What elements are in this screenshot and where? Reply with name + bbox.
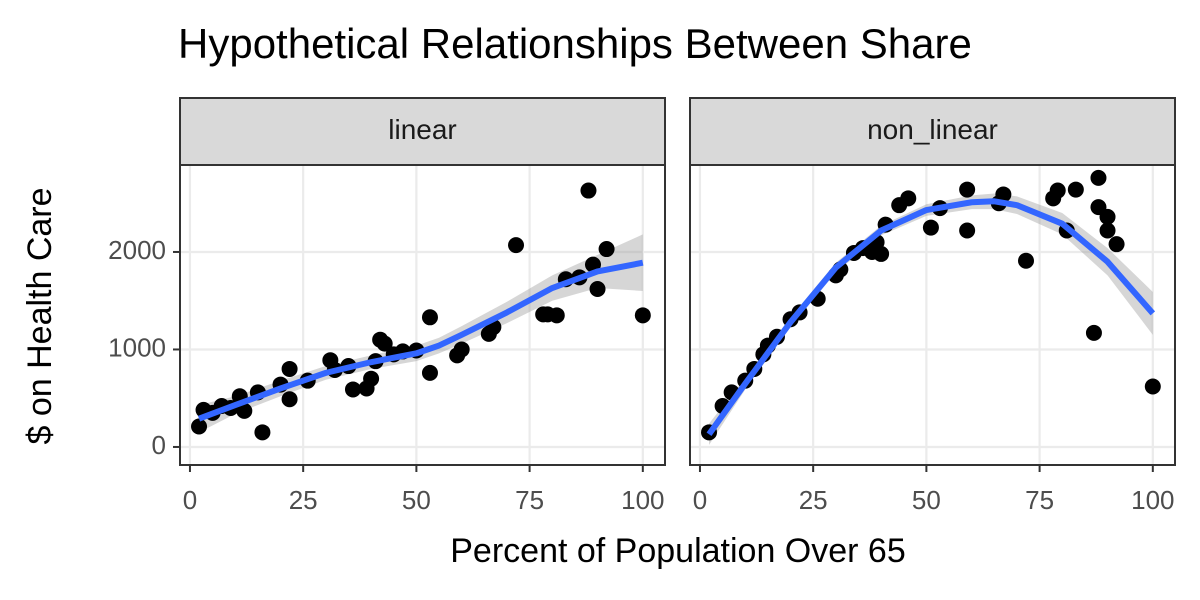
point xyxy=(1090,169,1107,186)
point xyxy=(421,309,438,326)
point xyxy=(995,186,1012,203)
point xyxy=(281,360,298,377)
smooth-line xyxy=(197,259,644,422)
y-tick-label: 0 xyxy=(152,430,166,460)
x-tick-label: 50 xyxy=(402,485,431,515)
strip-label: linear xyxy=(388,114,456,145)
chart-title: Hypothetical Relationships Between Share xyxy=(178,20,972,67)
x-tick-label: 50 xyxy=(912,485,941,515)
point xyxy=(1099,208,1116,225)
x-tick-label: 0 xyxy=(183,485,197,515)
y-tick-label: 2000 xyxy=(108,235,166,265)
point xyxy=(634,307,651,324)
point xyxy=(508,237,525,254)
point xyxy=(236,402,253,419)
x-tick-label: 100 xyxy=(621,485,664,515)
point xyxy=(959,222,976,239)
point xyxy=(548,307,565,324)
smooth-line xyxy=(706,198,1156,437)
strip xyxy=(179,97,666,166)
x-tick-label: 100 xyxy=(1131,485,1174,515)
point xyxy=(873,245,890,262)
x-tick-label: 75 xyxy=(1025,485,1054,515)
point xyxy=(589,281,606,298)
point xyxy=(959,181,976,198)
y-tick-label: 1000 xyxy=(108,332,166,362)
point xyxy=(1108,236,1125,253)
point xyxy=(922,219,939,236)
strip xyxy=(689,97,1176,166)
point xyxy=(191,418,208,435)
point xyxy=(376,335,393,352)
point xyxy=(1085,324,1102,341)
x-tick-label: 75 xyxy=(515,485,544,515)
x-tick-label: 25 xyxy=(799,485,828,515)
point xyxy=(421,364,438,381)
point xyxy=(281,391,298,408)
point xyxy=(453,341,470,358)
point xyxy=(363,370,380,387)
point xyxy=(1144,378,1161,395)
panel-background xyxy=(690,165,1175,465)
point xyxy=(1049,182,1066,199)
strip-label: non_linear xyxy=(867,114,998,145)
x-axis-label: Percent of Population Over 65 xyxy=(450,532,906,570)
point xyxy=(254,424,271,441)
point xyxy=(1018,252,1035,269)
point xyxy=(900,190,917,207)
y-axis-label: $ on Health Care xyxy=(21,187,59,444)
point xyxy=(598,241,615,258)
point xyxy=(1099,222,1116,239)
x-tick-label: 25 xyxy=(289,485,318,515)
point xyxy=(1067,181,1084,198)
point xyxy=(580,182,597,199)
x-tick-label: 0 xyxy=(693,485,707,515)
point xyxy=(344,381,361,398)
